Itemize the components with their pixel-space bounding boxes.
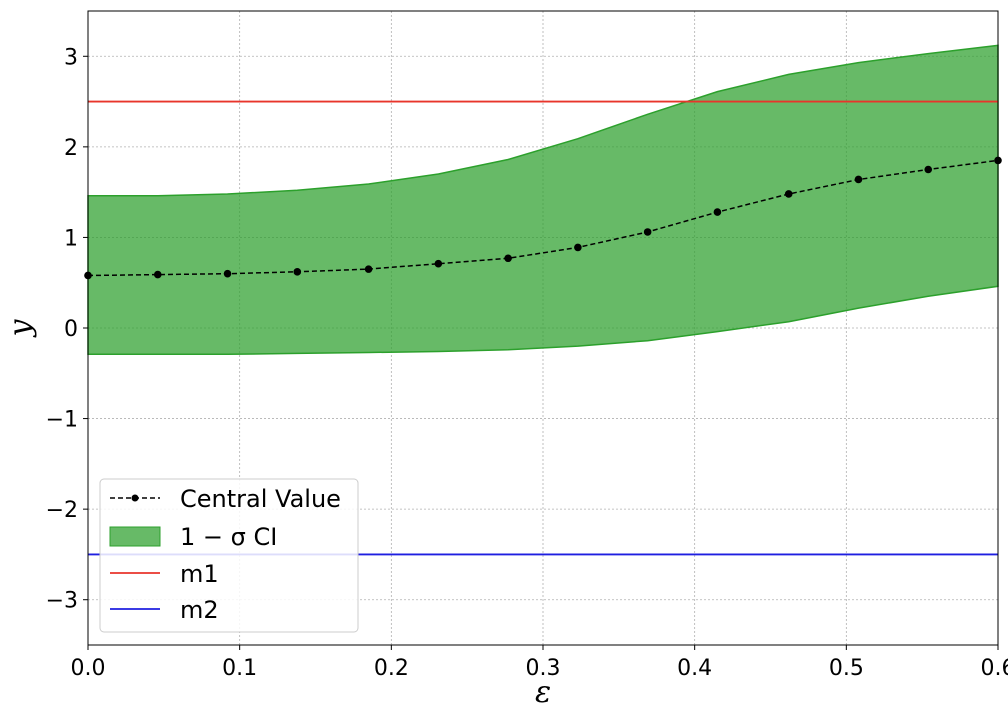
x-tick-label: 0.3 [526,656,561,681]
y-tick-label: −1 [46,408,78,433]
central-value-point [574,243,582,252]
central-value-point [504,254,512,263]
y-axis-label: y [3,318,38,338]
central-value-series [84,156,1002,280]
legend-m1-label: m1 [180,560,219,588]
central-value-point [293,268,302,276]
x-tick-label: 0.4 [677,656,712,681]
central-value-point [643,228,652,236]
x-tick-label: 0.1 [222,656,257,681]
legend-ci-swatch [109,526,161,547]
y-tick-label: 2 [64,136,78,161]
axis-ticks: 0.0 0.1 0.2 0.3 0.4 0.5 0.6 3 2 1 0 −1 −2 −3 [46,45,1008,681]
legend-central-value-label: Central Value [180,485,341,513]
central-value-point [153,270,162,279]
central-value-point [854,175,863,184]
central-value-point [364,265,373,273]
central-value-point [784,190,793,198]
legend-central-value-marker [131,494,139,502]
central-value-point [434,259,443,268]
central-value-point [713,208,722,216]
legend-ci-label: 1 − σ CI [180,523,277,551]
x-axis-label: ε [535,675,551,710]
y-tick-label: 3 [64,45,78,70]
central-value-point [924,165,933,174]
x-tick-label: 0.6 [981,656,1008,681]
legend-m2-label: m2 [180,596,219,624]
legend-box [99,478,359,633]
x-tick-label: 0.0 [71,656,106,681]
x-tick-label: 0.5 [829,656,864,681]
central-value-point [223,269,232,278]
y-tick-label: −2 [46,498,78,523]
y-tick-label: 0 [64,317,78,342]
legend: Central Value 1 − σ CI m1 m2 [99,478,359,633]
x-tick-label: 0.2 [374,656,409,681]
central-value-line [87,159,999,277]
y-tick-label: −3 [46,589,78,614]
y-tick-label: 1 [64,226,78,251]
